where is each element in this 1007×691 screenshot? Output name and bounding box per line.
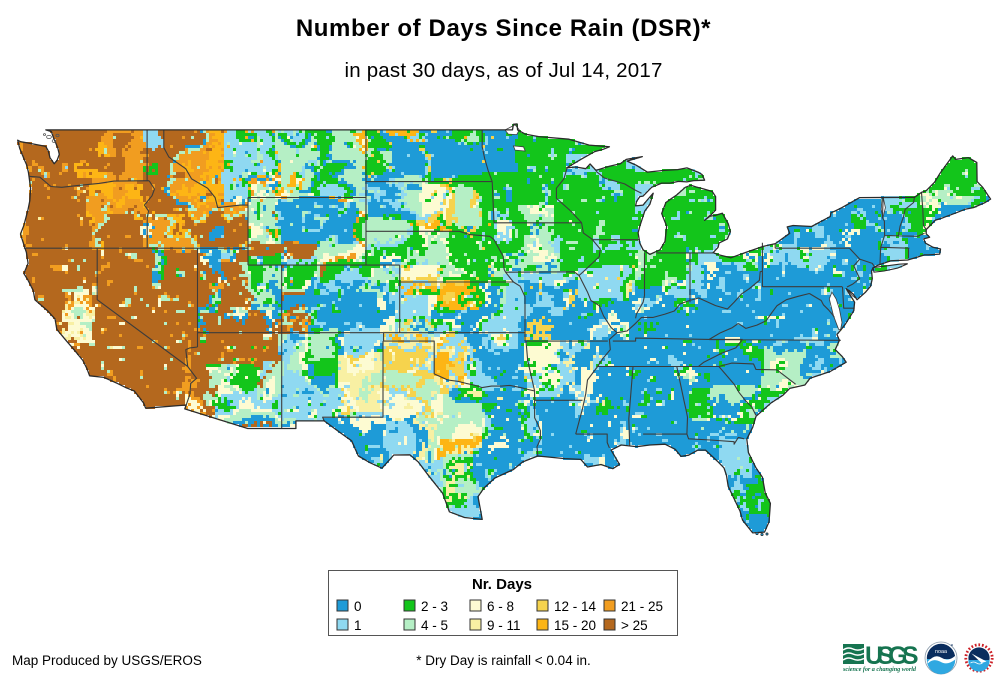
svg-text:noaa: noaa xyxy=(935,649,947,655)
svg-text:USGS: USGS xyxy=(865,642,918,670)
svg-text:science for a changing world: science for a changing world xyxy=(842,666,917,673)
